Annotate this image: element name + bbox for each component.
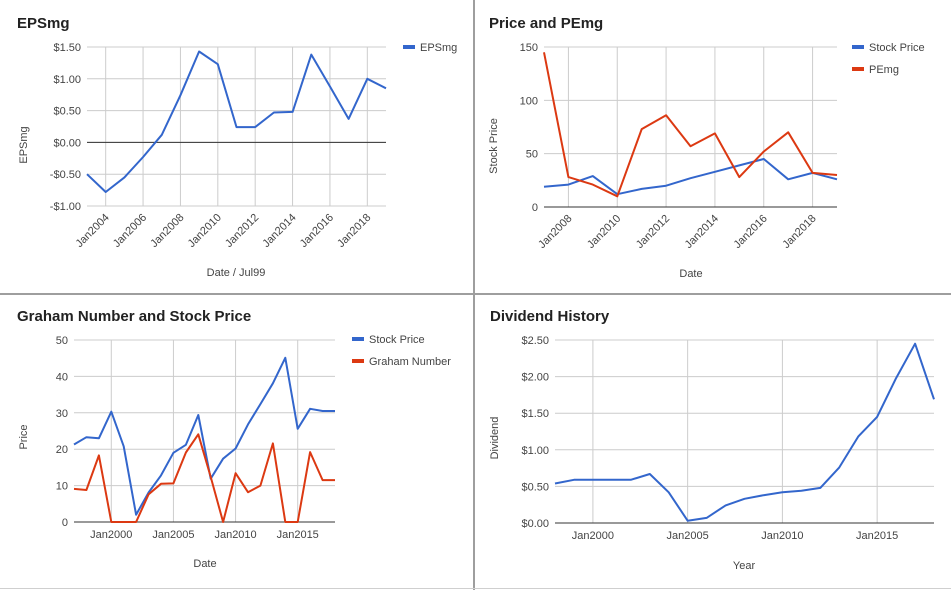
legend-item-graham-number[interactable]: Graham Number: [352, 356, 451, 368]
y-tick-label: $1.00: [521, 445, 549, 457]
y-tick-label: $2.00: [521, 372, 549, 384]
bottom-border: [0, 588, 951, 589]
chart-title: Dividend History: [490, 308, 610, 325]
series-line-stock-price: [73, 356, 335, 516]
y-tick-label: $1.50: [53, 42, 81, 54]
chart-title: Graham Number and Stock Price: [17, 308, 251, 325]
x-tick-label: Jan2015: [277, 529, 319, 541]
y-axis-label: EPSmg: [18, 126, 30, 163]
y-tick-label: $0.50: [53, 106, 81, 118]
legend-label: PEmg: [869, 64, 899, 76]
series-line-dividend: [554, 342, 935, 522]
y-tick-label: 30: [56, 408, 68, 420]
y-tick-label: 0: [532, 202, 538, 214]
legend-item-stock-price[interactable]: Stock Price: [352, 334, 425, 346]
legend-label: Stock Price: [869, 42, 925, 54]
legend-swatch: [852, 67, 864, 71]
x-axis-label: Year: [733, 560, 756, 572]
y-tick-label: 100: [520, 95, 538, 107]
series-line-pemg: [543, 52, 838, 198]
y-tick-label: $2.50: [521, 335, 549, 347]
chart-panel-dividend-history: Dividend History $2.50 $2.00 $1.50 $1.00 $0.…: [475, 295, 951, 587]
legend-item-epsmg[interactable]: EPSmg: [403, 42, 457, 54]
y-tick-label: 50: [526, 149, 538, 161]
x-tick-label: Jan2008: [536, 213, 574, 251]
legend-label: Graham Number: [369, 356, 451, 368]
x-tick-label: Jan2010: [761, 530, 803, 542]
series-line-epsmg: [86, 50, 387, 193]
graham-number-chart: Graham Number and Stock Price 50 40 30 20 10…: [17, 308, 451, 570]
x-tick-label: Jan2018: [335, 212, 373, 250]
legend-item-stock-price[interactable]: Stock Price: [852, 42, 925, 54]
y-tick-label: $1.50: [521, 408, 549, 420]
series-line-stock-price: [543, 158, 838, 196]
dividend-history-chart: Dividend History $2.50 $2.00 $1.50 $1.00 $0.…: [489, 308, 935, 572]
x-axis-label: Date / Jul99: [207, 267, 266, 279]
chart-panel-graham-number: Graham Number and Stock Price 50 40 30 20 10…: [0, 295, 473, 587]
y-tick-label: $0.00: [521, 518, 549, 530]
legend-item-pemg[interactable]: PEmg: [852, 64, 899, 76]
x-tick-label: Jan2016: [732, 213, 770, 251]
x-tick-label: Jan2004: [73, 212, 111, 250]
legend-swatch: [852, 45, 864, 49]
y-tick-label: -$1.00: [50, 201, 81, 213]
legend-swatch: [352, 337, 364, 341]
chart-title: Price and PEmg: [489, 15, 603, 32]
x-tick-label: Jan2005: [152, 529, 194, 541]
panel-divider-horizontal: [0, 293, 951, 295]
x-tick-label: Jan2012: [223, 212, 261, 250]
panel-divider-vertical: [473, 0, 475, 590]
x-axis-label: Date: [193, 558, 216, 570]
legend-swatch: [403, 45, 415, 49]
epsmg-chart: EPSmg $1.50$1.00$0.50$0.00-$0.50-$1.00Ja…: [17, 15, 457, 279]
x-axis-label: Date: [679, 268, 702, 280]
y-tick-label: $0.50: [521, 481, 549, 493]
y-tick-label: 10: [56, 481, 68, 493]
chart-panel-price-pemg: Price and PEmg 150 100 50 0 Jan2008 Jan2010 Ja…: [475, 0, 951, 293]
y-tick-label: 150: [520, 42, 538, 54]
x-tick-label: Jan2014: [260, 212, 298, 250]
x-tick-label: Jan2000: [90, 529, 132, 541]
chart-title: EPSmg: [17, 15, 70, 32]
y-tick-label: 0: [62, 517, 68, 529]
y-axis-label: Dividend: [489, 417, 501, 460]
x-tick-label: Jan2000: [572, 530, 614, 542]
x-tick-label: Jan2014: [683, 213, 721, 251]
legend-swatch: [352, 359, 364, 363]
y-tick-label: 50: [56, 335, 68, 347]
y-axis-label: Price: [18, 424, 30, 449]
x-tick-label: Jan2010: [585, 213, 623, 251]
legend-label: Stock Price: [369, 334, 425, 346]
x-tick-label: Jan2018: [780, 213, 818, 251]
y-tick-label: -$0.50: [50, 169, 81, 181]
y-tick-label: $1.00: [53, 74, 81, 86]
x-tick-label: Jan2010: [186, 212, 224, 250]
legend-label: EPSmg: [420, 42, 457, 54]
x-tick-label: Jan2016: [298, 212, 336, 250]
y-tick-label: 40: [56, 371, 68, 383]
x-tick-label: Jan2012: [634, 213, 672, 251]
x-tick-label: Jan2015: [856, 530, 898, 542]
x-tick-label: Jan2010: [214, 529, 256, 541]
chart-panel-epsmg: EPSmg $1.50 $1.00 $0.50 $0.00 -$0.50 -$1.00 Ja…: [0, 0, 473, 293]
x-tick-label: Jan2008: [148, 212, 186, 250]
y-axis-label: Stock Price: [488, 118, 500, 174]
y-tick-label: 20: [56, 444, 68, 456]
x-tick-label: Jan2005: [667, 530, 709, 542]
y-tick-label: $0.00: [53, 137, 81, 149]
series-line-graham-number: [73, 433, 335, 523]
x-tick-label: Jan2006: [111, 212, 149, 250]
